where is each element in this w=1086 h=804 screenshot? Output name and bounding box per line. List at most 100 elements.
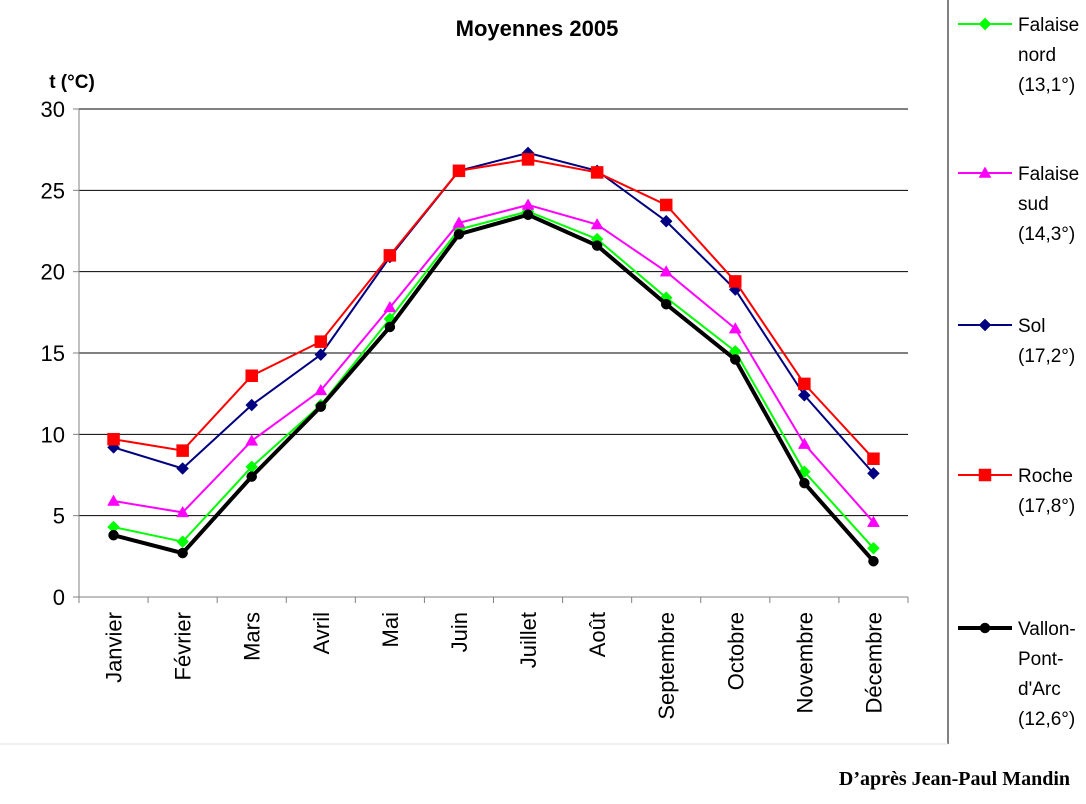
- data-point: [660, 298, 672, 310]
- y-tick-label: 30: [41, 97, 65, 122]
- legend-label: Sol: [1018, 316, 1045, 337]
- data-point: [730, 354, 741, 365]
- x-tick-label: Mars: [240, 612, 265, 661]
- x-tick-label: Novembre: [792, 612, 817, 713]
- legend-label: Roche: [1018, 466, 1073, 487]
- data-point: [728, 322, 742, 334]
- series-0: [107, 205, 880, 555]
- series-line: [113, 158, 875, 460]
- legend-label: Vallon-: [1018, 619, 1076, 640]
- data-point: [453, 229, 465, 240]
- legend-swatch-marker: [979, 622, 991, 634]
- series-4: [108, 209, 879, 567]
- y-tick-label: 15: [41, 341, 65, 366]
- data-point: [383, 300, 397, 313]
- legend-label: Falaise: [1018, 164, 1079, 185]
- data-point: [246, 471, 257, 482]
- data-point: [522, 209, 534, 220]
- x-tick-label: Août: [585, 612, 610, 657]
- y-tick-label: 5: [53, 504, 65, 529]
- legend-label: (14,3°): [1018, 224, 1075, 245]
- series-3: [107, 153, 880, 465]
- legend-item-3: Roche (17,8°): [958, 466, 1075, 517]
- data-point: [452, 216, 466, 228]
- data-point: [867, 541, 880, 555]
- legend-swatch-marker: [978, 468, 992, 482]
- data-point: [177, 547, 188, 559]
- y-tick-label: 0: [53, 585, 65, 610]
- data-point: [176, 535, 189, 549]
- data-point: [798, 377, 811, 391]
- data-point: [799, 477, 810, 489]
- x-tick-label: Mai: [378, 612, 403, 647]
- x-tick-label: Octobre: [723, 612, 748, 690]
- data-point: [314, 383, 328, 396]
- legend-label: d'Arc: [1018, 679, 1061, 700]
- legend-item-4: Vallon- Pont-d'Arc (12,6°): [958, 619, 1076, 730]
- series-line: [113, 203, 875, 523]
- data-point: [245, 434, 259, 446]
- axes: 0 5 10 15 20 25 30 Janvier Février Mars Avril Mai Ju…: [41, 97, 909, 720]
- data-point: [176, 462, 189, 475]
- y-axis-label: t (°C): [49, 72, 95, 93]
- data-point: [659, 198, 673, 212]
- data-point: [176, 505, 190, 518]
- data-point: [729, 275, 742, 288]
- data-point: [107, 432, 120, 446]
- x-tick-label: Septembre: [654, 612, 679, 720]
- x-tick-label: Juin: [447, 612, 472, 652]
- data-point: [797, 437, 811, 449]
- legend-label: sud: [1018, 194, 1049, 215]
- data-point: [591, 240, 603, 251]
- legend-label: Falaise: [1018, 15, 1079, 36]
- x-tick-label: Février: [171, 612, 196, 680]
- x-tick-label: Décembre: [861, 612, 886, 713]
- data-point: [314, 348, 328, 361]
- series-line: [113, 212, 875, 563]
- data-point: [245, 369, 258, 383]
- legend-label: (13,1°): [1018, 75, 1075, 96]
- series-1: [107, 198, 880, 527]
- data-point: [315, 401, 327, 412]
- data-point: [108, 529, 119, 541]
- source-credit: D’après Jean-Paul Mandin: [838, 768, 1070, 790]
- gridlines: [79, 108, 908, 517]
- data-point: [521, 153, 535, 166]
- data-point: [314, 335, 328, 348]
- legend-swatch-marker: [978, 166, 992, 178]
- data-point: [384, 321, 396, 333]
- legend-item-0: Falaise nord (13,1°): [958, 15, 1079, 96]
- data-point: [452, 164, 466, 178]
- series-group: [107, 146, 880, 567]
- data-point: [798, 388, 811, 402]
- data-point: [521, 198, 535, 210]
- data-point: [383, 249, 397, 262]
- data-point: [590, 166, 604, 179]
- data-point: [107, 494, 120, 506]
- data-point: [176, 444, 189, 457]
- legend: Falaise nord (13,1°) Falaise sud (14,3°) Sol (1…: [0, 0, 1079, 745]
- data-point: [590, 217, 604, 230]
- legend-swatch-marker: [978, 318, 992, 332]
- data-point: [659, 265, 673, 277]
- legend-label: (12,6°): [1018, 709, 1075, 730]
- legend-label: (17,8°): [1018, 496, 1075, 517]
- data-point: [868, 555, 879, 567]
- legend-item-2: Sol (17,2°): [958, 316, 1075, 367]
- series-line: [113, 210, 875, 549]
- series-2: [107, 146, 880, 480]
- legend-label: (17,2°): [1018, 346, 1075, 367]
- x-tick-label: Juillet: [516, 612, 541, 668]
- legend-label: Pont-: [1018, 649, 1063, 670]
- legend-swatch-marker: [978, 17, 992, 31]
- legend-label: nord: [1018, 45, 1056, 66]
- y-tick-label: 25: [41, 178, 65, 203]
- data-point: [867, 452, 880, 465]
- series-line: [113, 151, 875, 475]
- chart-title: Moyennes 2005: [456, 16, 619, 41]
- data-point: [659, 214, 673, 228]
- x-tick-label: Janvier: [102, 612, 127, 683]
- y-tick-label: 20: [41, 260, 65, 285]
- data-point: [867, 515, 880, 527]
